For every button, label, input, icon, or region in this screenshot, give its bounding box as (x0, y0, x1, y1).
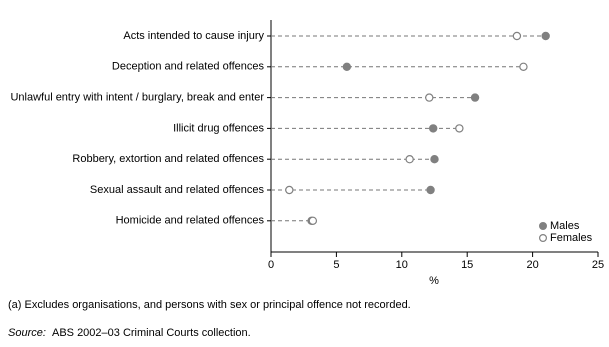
source: ABS 2002–03 Criminal Courts collection. (52, 327, 251, 339)
dot (512, 31, 522, 41)
footnote: (a) Excludes organisations, and persons … (8, 299, 411, 311)
dot (519, 62, 528, 72)
source-label: Source: (8, 327, 46, 339)
dot (342, 62, 352, 72)
dot (405, 154, 414, 164)
dot (285, 185, 294, 195)
dot (428, 124, 438, 133)
legend-marker (538, 222, 547, 231)
x-tick-label: 0 (268, 259, 274, 271)
dot (455, 124, 464, 133)
y-tick-label: Unlawful entry with intent / burglary, b… (10, 92, 264, 104)
x-tick-label: 25 (592, 259, 604, 271)
dot (541, 31, 550, 41)
y-tick-label: Acts intended to cause injury (123, 30, 264, 42)
legend-label: Males (550, 220, 580, 232)
y-tick-label: Homicide and related offences (116, 215, 265, 227)
x-tick-label: 15 (461, 259, 473, 271)
dot (470, 93, 480, 102)
y-tick-label: Deception and related offences (112, 61, 265, 73)
dot (430, 154, 439, 164)
dot (308, 216, 318, 225)
legend-label: Females (550, 232, 593, 244)
legend-marker (538, 234, 547, 243)
y-tick-label: Sexual assault and related offences (90, 184, 265, 196)
x-tick-label: 10 (396, 259, 408, 271)
y-tick-label: Illicit drug offences (173, 122, 264, 134)
x-tick-label: 5 (333, 259, 339, 271)
y-tick-label: Robbery, extortion and related offences (72, 153, 264, 165)
dot (426, 185, 435, 195)
x-axis-label: % (429, 275, 439, 287)
x-tick-label: 20 (526, 259, 538, 271)
dot (425, 93, 434, 102)
